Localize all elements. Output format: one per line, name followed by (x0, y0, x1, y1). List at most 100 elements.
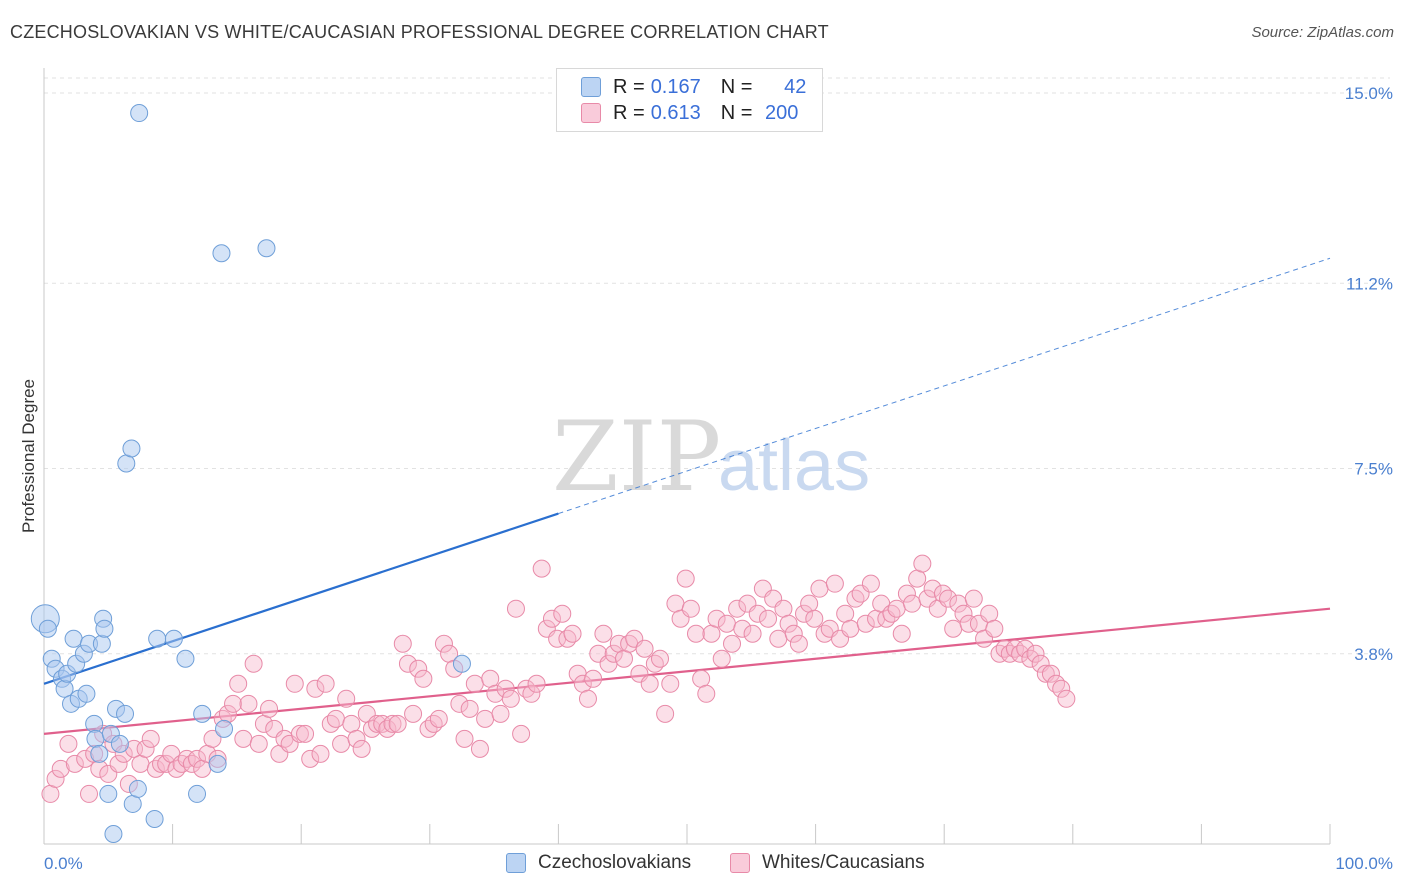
data-point-whites (532, 559, 551, 578)
data-point-whites (697, 684, 716, 703)
legend-swatch-pink (581, 103, 601, 123)
data-point-whites (188, 749, 207, 768)
data-point-whites (774, 599, 793, 618)
data-point-whites (892, 624, 911, 643)
y-tick-label: 3.8% (1354, 645, 1393, 664)
data-point-whites (980, 604, 999, 623)
data-point-czechoslovakians (110, 734, 129, 753)
data-point-whites (460, 699, 479, 718)
data-point-whites (157, 754, 176, 773)
data-point-whites (465, 674, 484, 693)
data-point-whites (352, 739, 371, 758)
data-point-whites (1011, 644, 1030, 663)
data-point-whites (383, 714, 402, 733)
series-czechoslovakians (30, 104, 471, 843)
data-point-whites (779, 614, 798, 633)
legend-swatch-blue (581, 77, 601, 97)
data-point-whites (825, 574, 844, 593)
data-point-whites (347, 729, 366, 748)
series-whites-caucasians (41, 554, 1076, 803)
data-point-whites (985, 619, 1004, 638)
data-point-whites (1041, 664, 1060, 683)
data-point-whites (666, 594, 685, 613)
data-point-whites (203, 729, 222, 748)
data-point-czechoslovakians (188, 784, 207, 803)
data-point-whites (332, 734, 351, 753)
legend-n-value: 42 (784, 75, 807, 98)
data-point-czechoslovakians (38, 619, 57, 638)
data-point-czechoslovakians (176, 649, 195, 668)
data-point-whites (244, 654, 263, 673)
bottom-legend-label: Whites/Caucasians (762, 852, 925, 873)
data-point-whites (553, 604, 572, 623)
data-point-whites (193, 759, 212, 778)
data-point-whites (398, 654, 417, 673)
data-point-czechoslovakians (95, 619, 114, 638)
data-point-whites (805, 609, 824, 628)
data-point-whites (1005, 639, 1024, 658)
data-point-czechoslovakians (117, 454, 136, 473)
legend-n-label: N = (720, 101, 753, 124)
data-point-whites (51, 759, 70, 778)
data-point-whites (491, 704, 510, 723)
data-point-whites (311, 744, 330, 763)
data-point-whites (733, 619, 752, 638)
x-tick-label: 100.0% (1335, 854, 1393, 873)
data-point-czechoslovakians (130, 104, 149, 123)
y-axis-label: Professional Degree (19, 379, 38, 533)
legend-r-value: 0.167 (650, 75, 701, 98)
data-point-czechoslovakians (164, 629, 183, 648)
data-point-czechoslovakians (104, 824, 123, 843)
data-point-whites (321, 714, 340, 733)
data-point-czechoslovakians (99, 784, 118, 803)
y-tick-label: 11.2% (1346, 274, 1393, 293)
watermark-atlas: atlas (718, 426, 870, 506)
data-point-whites (177, 749, 196, 768)
data-point-whites (229, 674, 248, 693)
data-point-whites (687, 624, 706, 643)
data-point-whites (65, 754, 84, 773)
data-point-whites (841, 619, 860, 638)
data-point-czechoslovakians (123, 794, 142, 813)
trend-line-whites (43, 607, 1331, 735)
data-point-czechoslovakians (452, 654, 471, 673)
data-point-czechoslovakians (116, 704, 135, 723)
data-point-whites (146, 759, 165, 778)
data-point-whites (903, 594, 922, 613)
data-point-whites (712, 649, 731, 668)
trend-lines (43, 257, 1331, 735)
trend-line-czechoslovakians-projection (558, 257, 1331, 515)
data-point-whites (450, 694, 469, 713)
legend-r-label: R = (613, 75, 645, 98)
data-point-whites (326, 709, 345, 728)
data-point-czechoslovakians (92, 634, 111, 653)
data-point-whites (290, 724, 309, 743)
data-point-whites (856, 614, 875, 633)
data-point-whites (743, 624, 762, 643)
bottom-legend-label: Czechoslovakians (538, 852, 692, 873)
data-point-czechoslovakians (86, 729, 105, 748)
data-point-whites (702, 624, 721, 643)
legend-row-czechoslovakians: R = 0.167 N = 42 (581, 75, 806, 99)
watermark-zip: ZIP (552, 401, 721, 513)
data-point-whites (80, 784, 99, 803)
data-point-whites (429, 709, 448, 728)
data-point-whites (614, 649, 633, 668)
data-point-czechoslovakians (55, 679, 74, 698)
data-point-whites (578, 689, 597, 708)
data-point-whites (769, 629, 788, 648)
data-point-whites (897, 584, 916, 603)
data-point-whites (141, 729, 160, 748)
data-point-whites (517, 679, 536, 698)
y-tick-label: 7.5% (1354, 460, 1393, 479)
data-point-whites (1016, 639, 1035, 658)
data-point-whites (182, 754, 201, 773)
data-point-whites (239, 694, 258, 713)
data-point-whites (414, 669, 433, 688)
data-point-whites (424, 714, 443, 733)
legend-n-value: 200 (765, 101, 799, 124)
data-point-whites (789, 634, 808, 653)
data-point-whites (506, 599, 525, 618)
data-point-whites (362, 719, 381, 738)
